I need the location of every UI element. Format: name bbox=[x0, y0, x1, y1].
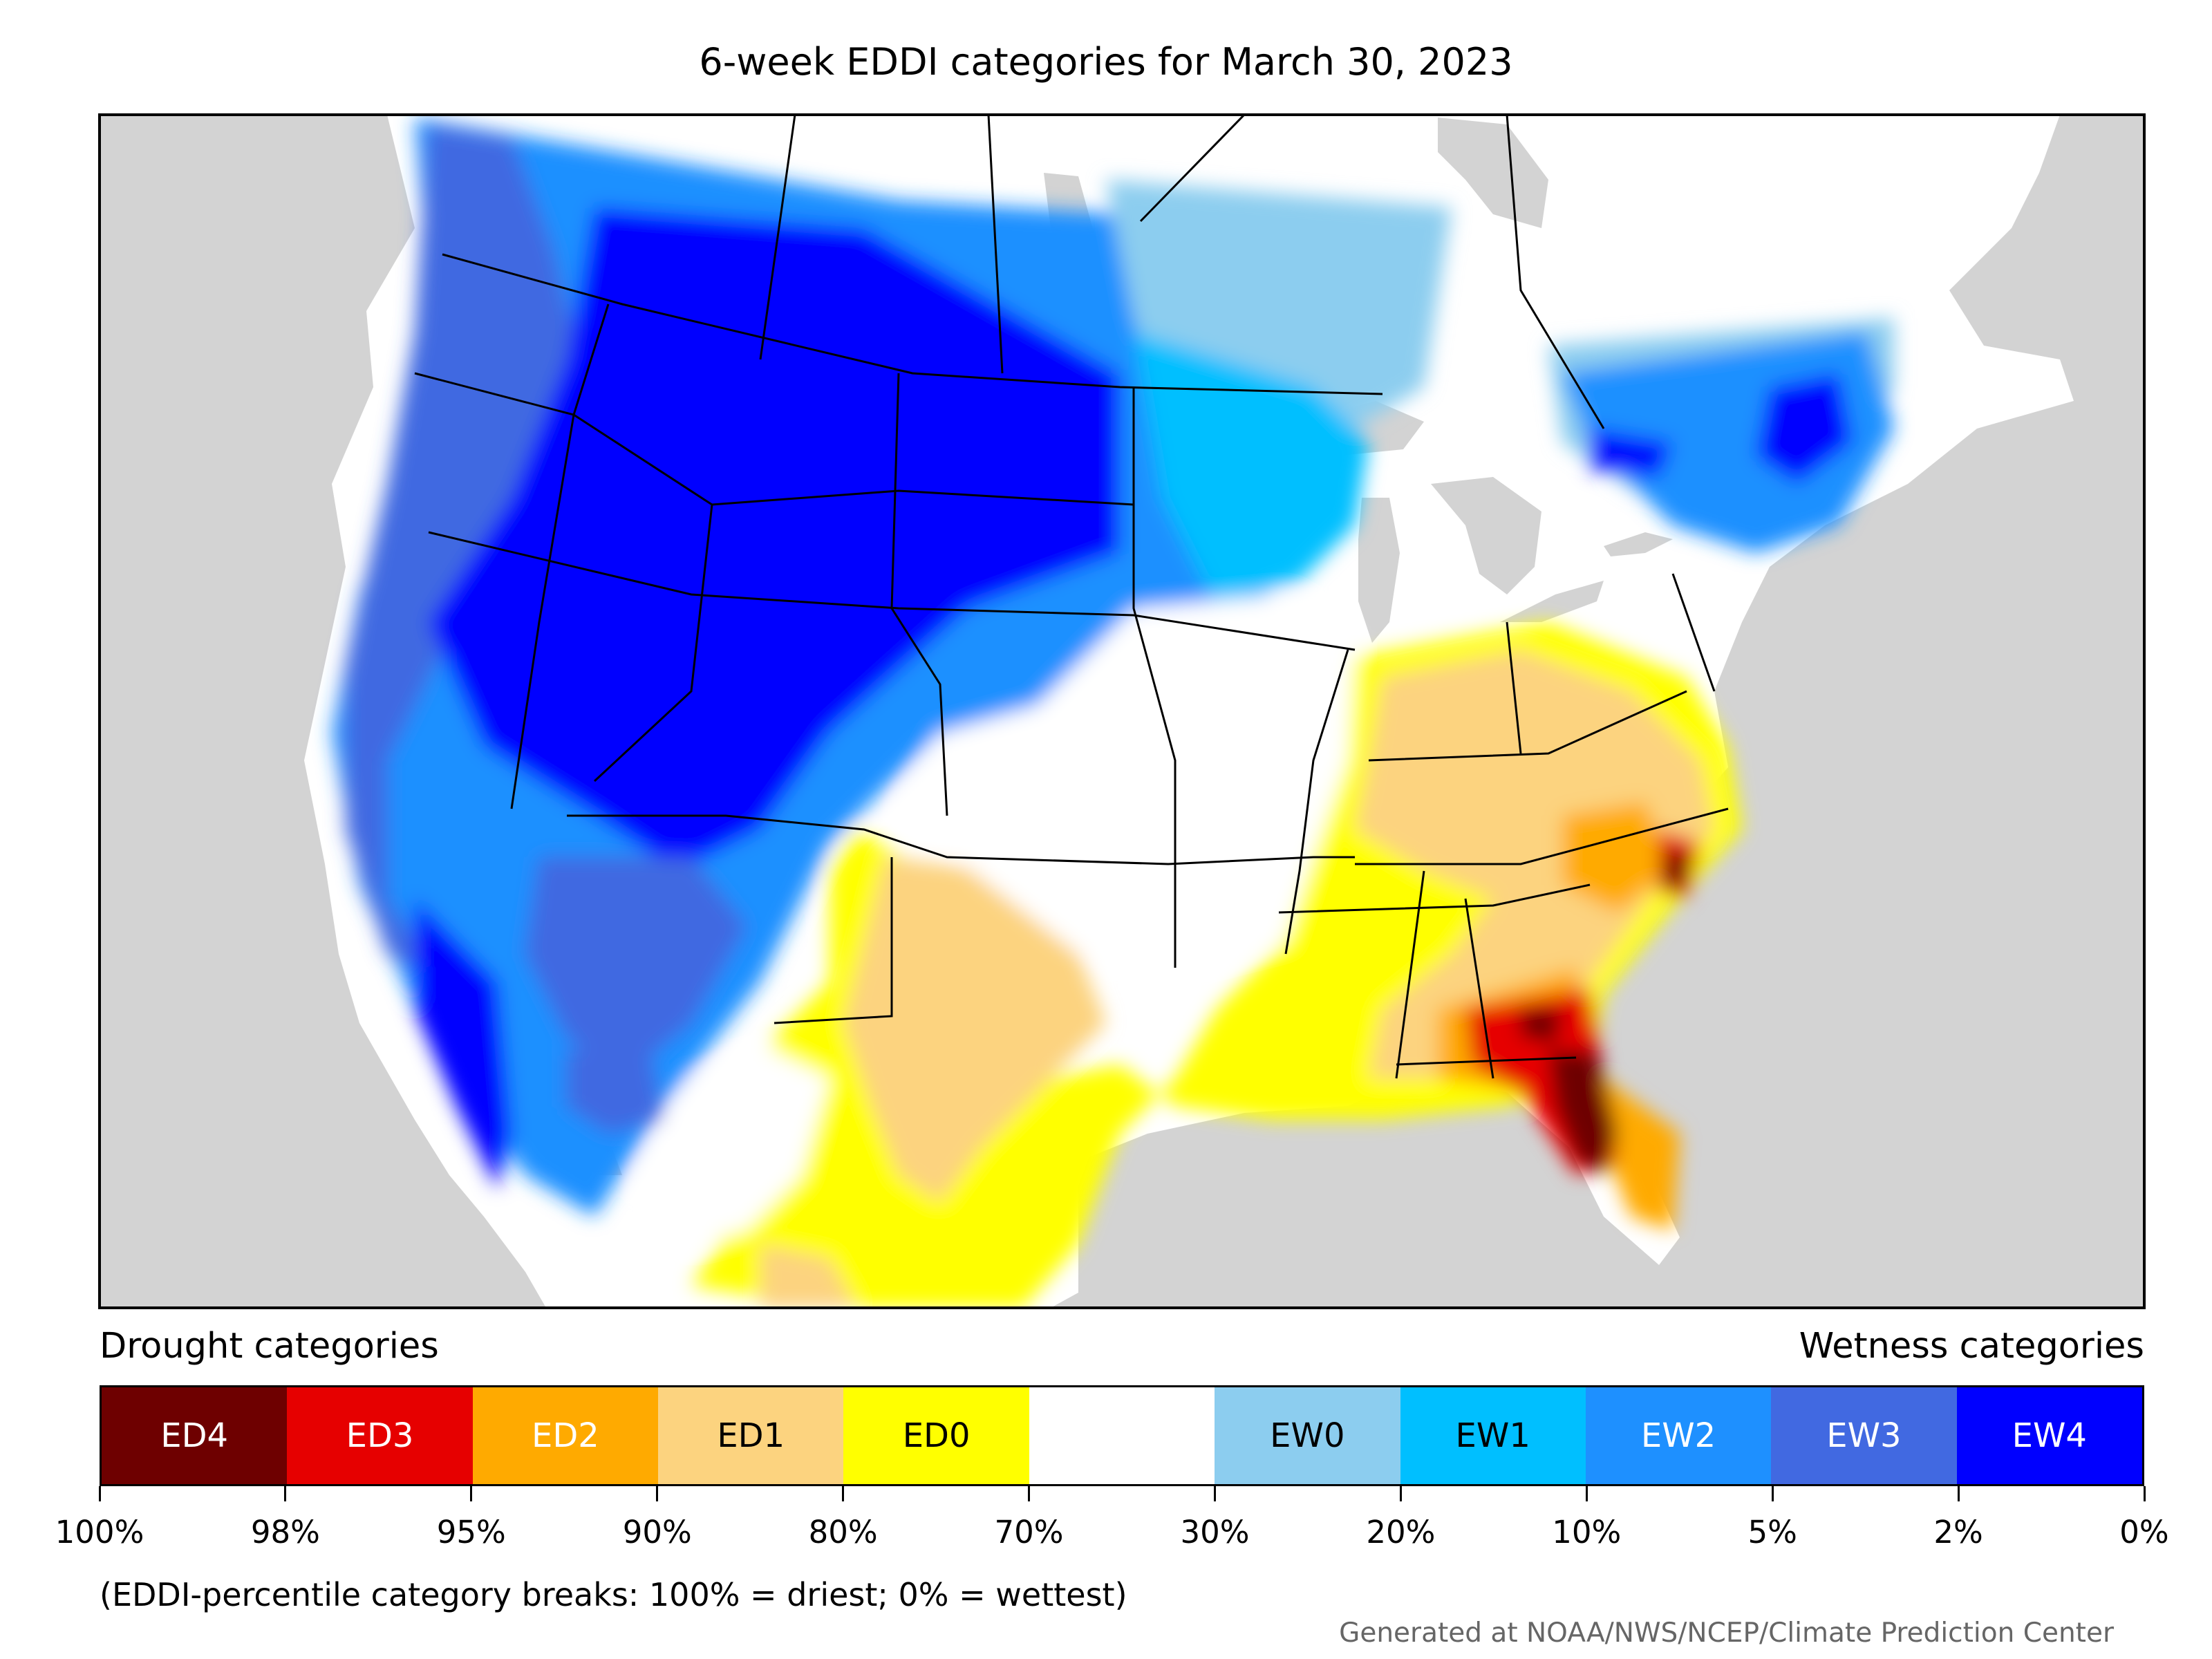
colorbar-tick bbox=[1213, 1486, 1216, 1501]
lake-huron bbox=[1431, 477, 1541, 594]
wetness-categories-heading: Wetness categories bbox=[1799, 1326, 2144, 1367]
lake-erie bbox=[1500, 581, 1604, 622]
percentile-note: (EDDI-percentile category breaks: 100% =… bbox=[100, 1576, 1127, 1613]
colorbar-tick bbox=[656, 1486, 659, 1501]
legend-swatch-normal bbox=[1029, 1387, 1215, 1484]
colorbar-tick bbox=[842, 1486, 845, 1501]
hudson-bay bbox=[1438, 118, 1548, 228]
colorbar-tick bbox=[1585, 1486, 1588, 1501]
legend-swatch-ew3: EW3 bbox=[1771, 1387, 1957, 1484]
map-frame bbox=[98, 113, 2146, 1309]
colorbar-tick bbox=[1957, 1486, 1960, 1501]
colorbar-tick-label: 100% bbox=[55, 1514, 144, 1550]
colorbar-tick-label: 2% bbox=[1933, 1514, 1983, 1550]
colorbar-tick bbox=[1771, 1486, 1774, 1501]
drought-categories-heading: Drought categories bbox=[100, 1326, 439, 1367]
colorbar-tick-label: 98% bbox=[250, 1514, 320, 1550]
legend-swatch-ed2: ED2 bbox=[472, 1387, 659, 1484]
colorbar-tick-label: 0% bbox=[2119, 1514, 2169, 1550]
colorbar-tick-label: 80% bbox=[808, 1514, 878, 1550]
map-title: 6-week EDDI categories for March 30, 202… bbox=[699, 40, 1513, 84]
colorbar-tick-label: 5% bbox=[1747, 1514, 1797, 1550]
borders bbox=[414, 115, 1729, 1079]
colorbar-tick-label: 90% bbox=[622, 1514, 692, 1550]
legend-swatch-ew2: EW2 bbox=[1585, 1387, 1772, 1484]
legend-swatch-ed1: ED1 bbox=[658, 1387, 844, 1484]
legend-swatch-ew4: EW4 bbox=[1956, 1387, 2142, 1484]
lake-michigan bbox=[1358, 498, 1400, 643]
colorbar-tick-label: 70% bbox=[994, 1514, 1064, 1550]
credit-line: Generated at NOAA/NWS/NCEP/Climate Predi… bbox=[1339, 1618, 2114, 1649]
colorbar-tick bbox=[2143, 1486, 2146, 1501]
legend-swatch-ed3: ED3 bbox=[287, 1387, 473, 1484]
colorbar-tick bbox=[470, 1486, 473, 1501]
colorbar-tick bbox=[1399, 1486, 1402, 1501]
legend-swatch-ed4: ED4 bbox=[102, 1387, 288, 1484]
colorbar-tick bbox=[98, 1486, 101, 1501]
legend-swatch-ed0: ED0 bbox=[843, 1387, 1029, 1484]
colorbar-tick-label: 10% bbox=[1552, 1514, 1622, 1550]
legend-swatch-ew0: EW0 bbox=[1215, 1387, 1400, 1484]
colorbar-tick-label: 20% bbox=[1366, 1514, 1436, 1550]
colorbar-tick-label: 30% bbox=[1180, 1514, 1250, 1550]
colorbar-tick-label: 95% bbox=[436, 1514, 506, 1550]
eddi-color-field bbox=[332, 118, 1894, 1308]
category-colorbar: ED4 ED3 ED2 ED1 ED0 EW0 EW1 EW2 EW3 EW4 bbox=[100, 1385, 2144, 1486]
colorbar-tick bbox=[284, 1486, 287, 1501]
legend-swatch-ew1: EW1 bbox=[1400, 1387, 1586, 1484]
colorbar-tick bbox=[1028, 1486, 1031, 1501]
lake-ontario bbox=[1604, 532, 1673, 556]
